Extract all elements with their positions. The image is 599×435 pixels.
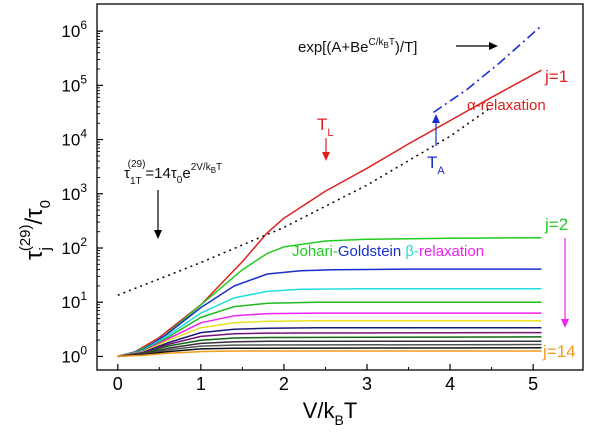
y-tick-label: 106 (61, 18, 87, 41)
y-tick-label: 104 (61, 127, 87, 150)
vft-pre: exp[(A+Be (298, 39, 368, 56)
series-label-j14: j=14 (542, 342, 576, 361)
y-tick-label: 105 (61, 72, 87, 95)
johari-goldstein-label: Johari-Goldstein β-relaxation (292, 243, 484, 260)
arr-sub2: 0 (177, 175, 183, 186)
plot-area-frame (96, 3, 584, 371)
jg-part-1: Johari- (292, 243, 338, 260)
x-tick-label: 4 (445, 374, 455, 394)
j-increase-arrow (561, 238, 569, 328)
series-lines (117, 25, 543, 358)
vft-post: )/T] (395, 39, 418, 56)
tl-sub: L (327, 127, 333, 139)
x-axis-label: V/kBT (303, 398, 358, 428)
jg-part-3: β- (405, 243, 419, 260)
series-label-j1: j=1 (544, 67, 568, 86)
x-tick-label: 0 (113, 374, 123, 394)
y-label-sup: (29) (17, 224, 34, 251)
x-tick-label: 3 (362, 374, 372, 394)
series-line-j1 (117, 69, 542, 358)
x-tick-label: 5 (528, 374, 538, 394)
ta-label: TA (427, 153, 445, 177)
vft-arrow (456, 42, 498, 50)
arr-sup: (29) (128, 159, 146, 170)
x-tick-label: 1 (196, 374, 206, 394)
y-label-sub-0: 0 (37, 200, 54, 208)
series-line-j4 (117, 287, 542, 358)
series-line-j14 (117, 350, 542, 358)
series-label-j2: j=2 (544, 215, 568, 234)
ta-arrow (432, 114, 440, 146)
arr-sup2: 2V/k (191, 162, 212, 173)
arr-e: e (182, 165, 190, 182)
x-label-main: V/k (303, 398, 336, 423)
arr-sup2sub: B (211, 166, 216, 175)
ta-main: T (427, 153, 437, 172)
vft-sup: C/k (368, 37, 384, 48)
y-tick-label: 102 (61, 235, 87, 258)
y-label-mid: /τ (21, 208, 48, 225)
y-axis-label: τj(29)/τ0 (17, 200, 54, 260)
tl-main: T (317, 115, 327, 134)
y-tick-label: 101 (61, 289, 87, 312)
jg-part-4: relaxation (419, 243, 484, 260)
vft-supsub: B (383, 41, 388, 50)
arr-sup2end: T (216, 162, 222, 173)
vft-fit-line (433, 25, 543, 114)
arr-tau: τ (124, 165, 130, 182)
jg-part-2: Goldstein (338, 243, 406, 260)
ta-sub: A (437, 165, 445, 177)
y-label-sub-j: j (37, 247, 54, 251)
arr-sub: 1T (130, 176, 142, 187)
arrhenius-arrow (154, 190, 162, 239)
axis-ticks: 0 1 2 3 4 5 100 101 102 103 104 105 106 (61, 18, 538, 394)
series-line-j3 (117, 268, 542, 358)
vft-formula-label: exp[(A+BeC/kBT)/T] (298, 37, 417, 56)
arrhenius-formula-label: τ1T (29)=14τ0e2V/kBT (124, 159, 222, 187)
x-tick-label: 2 (279, 374, 289, 394)
y-tick-label: 103 (61, 181, 87, 204)
y-label-tau: τ (21, 250, 48, 260)
tl-arrow (322, 138, 330, 161)
x-label-tail: T (344, 398, 357, 423)
x-label-sub: B (335, 412, 344, 428)
arr-mid: =14τ (145, 165, 176, 182)
tl-label: TL (317, 115, 334, 139)
alpha-relaxation-label: α-relaxation (467, 97, 546, 114)
y-tick-label: 100 (61, 343, 87, 366)
vft-supend: T (389, 37, 395, 48)
